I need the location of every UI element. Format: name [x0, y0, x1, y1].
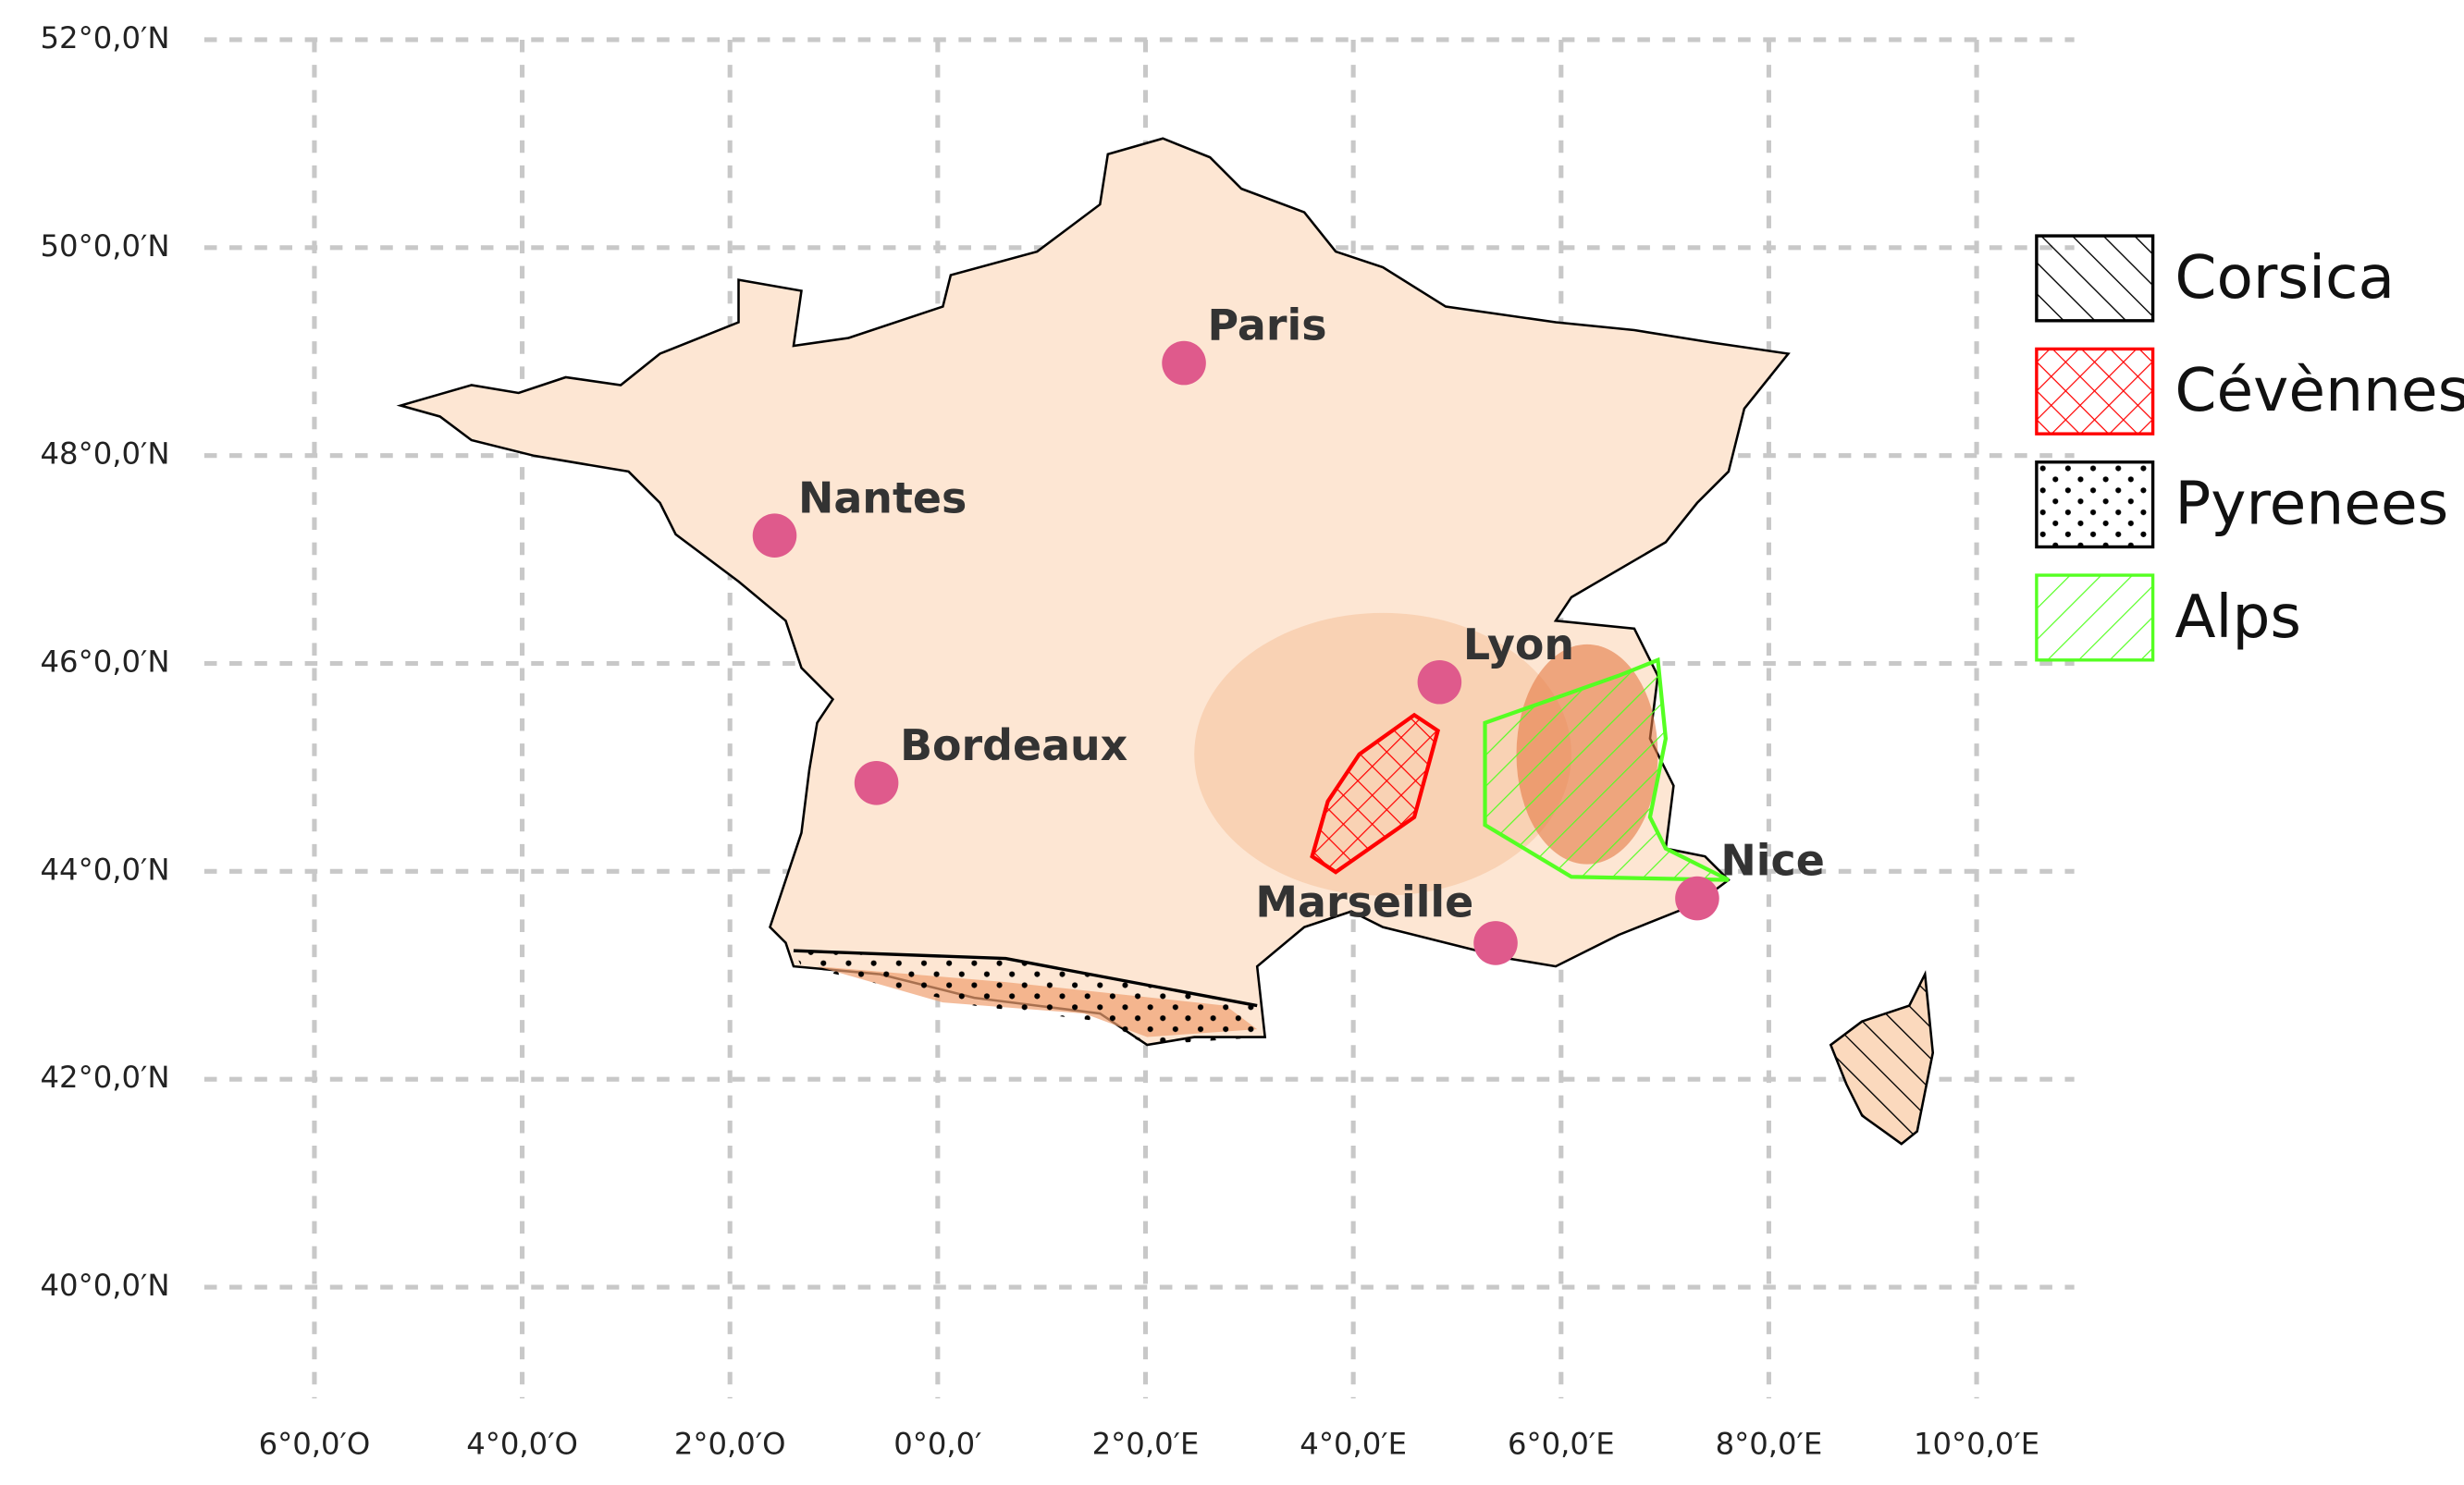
city-marker [1162, 340, 1206, 386]
legend: Corsica Cévènnes Pyrenees Alps [2035, 234, 2464, 662]
x-tick-label: 2°0,0′E [1092, 1426, 1200, 1461]
legend-swatch [2035, 347, 2155, 436]
city-label: Paris [1208, 301, 1327, 350]
city-marker [1417, 659, 1462, 705]
y-tick-label: 44°0,0′N [41, 852, 170, 887]
x-tick-label: 4°0,0′O [466, 1426, 578, 1461]
city-label: Lyon [1463, 620, 1574, 669]
y-tick-label: 40°0,0′N [41, 1268, 170, 1303]
legend-label: Cévènnes [2174, 356, 2464, 425]
alps-region [1483, 657, 1730, 882]
city-label: Bordeaux [900, 720, 1127, 770]
x-tick-label: 10°0,0′E [1914, 1426, 2039, 1461]
y-tick-label: 50°0,0′N [41, 228, 170, 264]
legend-label: Alps [2174, 583, 2301, 652]
city-label: Nantes [798, 472, 967, 522]
city-marker [1473, 921, 1518, 965]
pyrenees-border [793, 949, 1258, 1008]
legend-label: Corsica [2174, 243, 2395, 313]
corsica-region [1830, 974, 1933, 1145]
x-tick-label: 2°0,0′O [674, 1426, 786, 1461]
y-tick-label: 52°0,0′N [41, 20, 170, 55]
x-tick-label: 0°0,0′ [893, 1426, 981, 1461]
x-tick-label: 8°0,0′E [1716, 1426, 1823, 1461]
legend-swatch [2035, 573, 2155, 662]
x-tick-label: 6°0,0′O [259, 1426, 371, 1461]
legend-swatch [2035, 460, 2155, 549]
city-marker [752, 513, 797, 558]
y-tick-label: 46°0,0′N [41, 644, 170, 679]
city-marker [854, 760, 899, 805]
city-label: Marseille [1255, 878, 1473, 927]
pyrenees-region [793, 951, 1265, 1046]
y-tick-label: 48°0,0′N [41, 436, 170, 472]
legend-label: Pyrenees [2174, 470, 2448, 539]
city-label: Nice [1720, 836, 1824, 886]
cevennes-region [1310, 712, 1441, 875]
x-tick-label: 6°0,0′E [1508, 1426, 1615, 1461]
legend-swatch [2035, 234, 2155, 323]
y-tick-label: 42°0,0′N [41, 1060, 170, 1095]
x-tick-label: 4°0,0′E [1300, 1426, 1407, 1461]
city-marker [1675, 876, 1719, 921]
france-outline [396, 137, 1791, 1047]
